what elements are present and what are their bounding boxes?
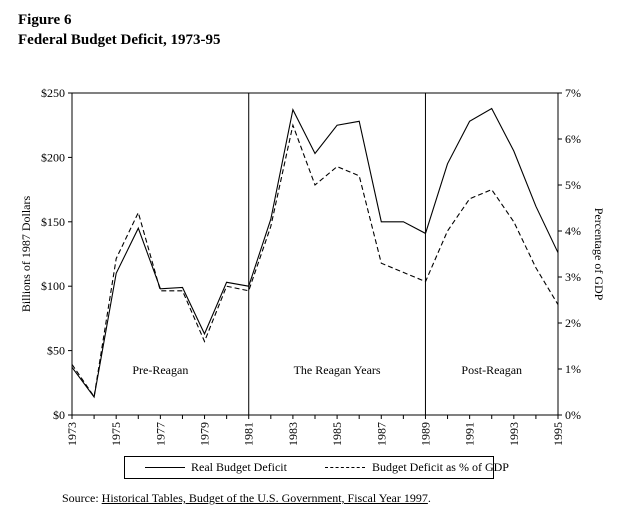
x-tick-label: 1993 — [507, 422, 521, 446]
x-tick-label: 1987 — [374, 422, 388, 446]
legend-item-deficit-pct-gdp: Budget Deficit as % of GDP — [372, 460, 509, 474]
figure-label: Figure 6 — [18, 12, 72, 28]
source-title: Historical Tables, Budget of the U.S. Go… — [101, 491, 428, 505]
y-tick-label: $0 — [53, 408, 65, 422]
era-annotation: The Reagan Years — [294, 363, 381, 377]
y2-tick-label: 1% — [565, 362, 581, 376]
y2-tick-label: 6% — [565, 132, 581, 146]
y-tick-label: $150 — [41, 215, 65, 229]
y2-tick-label: 5% — [565, 178, 581, 192]
y-tick-label: $250 — [41, 86, 65, 100]
x-tick-label: 1991 — [463, 422, 477, 446]
y2-tick-label: 0% — [565, 408, 581, 422]
x-tick-label: 1985 — [330, 422, 344, 446]
y-tick-label: $200 — [41, 150, 65, 164]
deficit-pct-gdp-line — [71, 123, 559, 399]
y-axis-title: Billions of 1987 Dollars — [19, 196, 33, 313]
y2-tick-label: 7% — [565, 86, 581, 100]
real-deficit-line — [71, 107, 559, 399]
source-suffix: . — [427, 491, 431, 505]
x-tick-label: 1973 — [65, 422, 79, 446]
y-tick-label: $100 — [41, 279, 65, 293]
y2-tick-label: 3% — [565, 270, 581, 284]
y2-tick-label: 2% — [565, 316, 581, 330]
x-tick-label: 1979 — [198, 422, 212, 446]
y2-axis-title: Percentage of GDP — [592, 208, 606, 301]
x-tick-label: 1983 — [286, 422, 300, 446]
x-tick-label: 1995 — [551, 422, 565, 446]
legend-item-real-deficit: Real Budget Deficit — [191, 460, 287, 474]
legend-dashed-line-sample — [325, 467, 365, 468]
era-annotation: Pre-Reagan — [132, 363, 188, 377]
figure-title: Federal Budget Deficit, 1973-95 — [18, 32, 221, 48]
era-annotation: Post-Reagan — [461, 363, 522, 377]
legend: Real Budget Deficit Budget Deficit as % … — [124, 456, 509, 479]
y-tick-label: $50 — [47, 344, 65, 358]
y2-tick-label: 4% — [565, 224, 581, 238]
x-tick-label: 1977 — [153, 422, 167, 446]
source-prefix: Source: — [62, 491, 102, 505]
x-tick-label: 1975 — [109, 422, 123, 446]
x-tick-label: 1981 — [242, 422, 256, 446]
legend-solid-line-sample — [145, 467, 185, 468]
x-tick-label: 1989 — [418, 422, 432, 446]
source-note: Source: Historical Tables, Budget of the… — [62, 491, 431, 506]
